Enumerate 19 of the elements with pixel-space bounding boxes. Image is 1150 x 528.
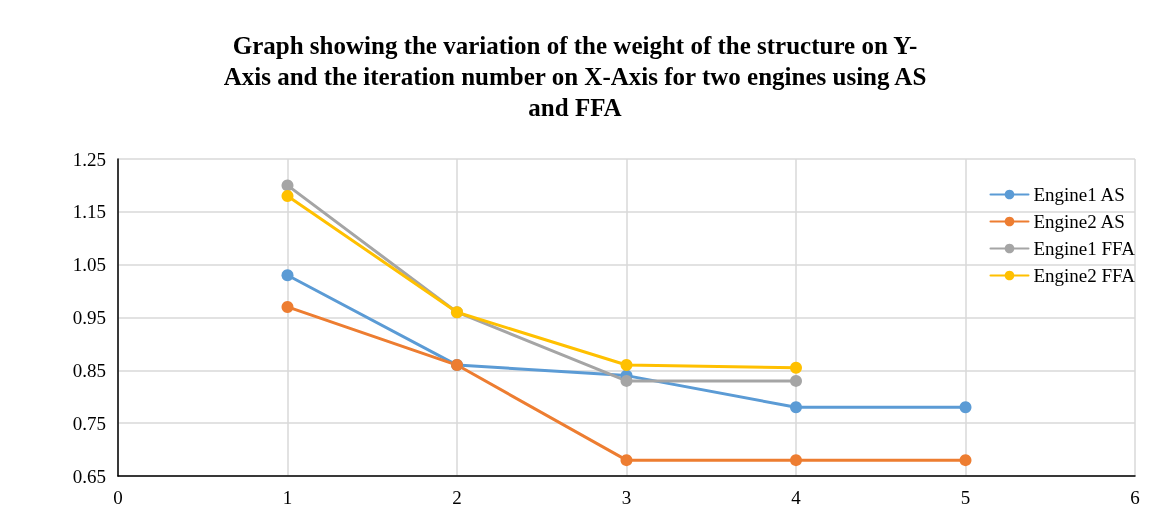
x-tick-label: 3 [621, 487, 632, 508]
x-tick-label: 2 [452, 487, 462, 508]
y-tick-label: 0.65 [72, 465, 106, 487]
legend-label: Engine1 AS [1033, 184, 1125, 205]
y-tick-label: 0.95 [72, 307, 106, 328]
x-tick-label: 0 [113, 487, 123, 508]
x-tick-label: 5 [960, 487, 971, 508]
chart-title: Graph showing the variation of the weight of the structure on Y- Axis and the iteration number on X-Axis for two engines using AS and FFA [223, 32, 927, 121]
y-tick-label: 1.25 [72, 148, 106, 170]
y-tick-label: 0.85 [72, 359, 106, 381]
x-tick-label: 6 [1130, 487, 1140, 508]
legend-label: Engine1 FFA [1033, 238, 1136, 259]
x-tick-label: 1 [282, 487, 293, 508]
y-tick-label: 0.75 [72, 412, 106, 434]
y-tick-label: 1.05 [72, 254, 106, 276]
y-tick-label: 1.15 [72, 201, 106, 223]
legend-label: Engine2 AS [1033, 211, 1125, 232]
x-tick-label: 4 [791, 487, 802, 508]
legend-label: Engine2 FFA [1033, 265, 1136, 286]
